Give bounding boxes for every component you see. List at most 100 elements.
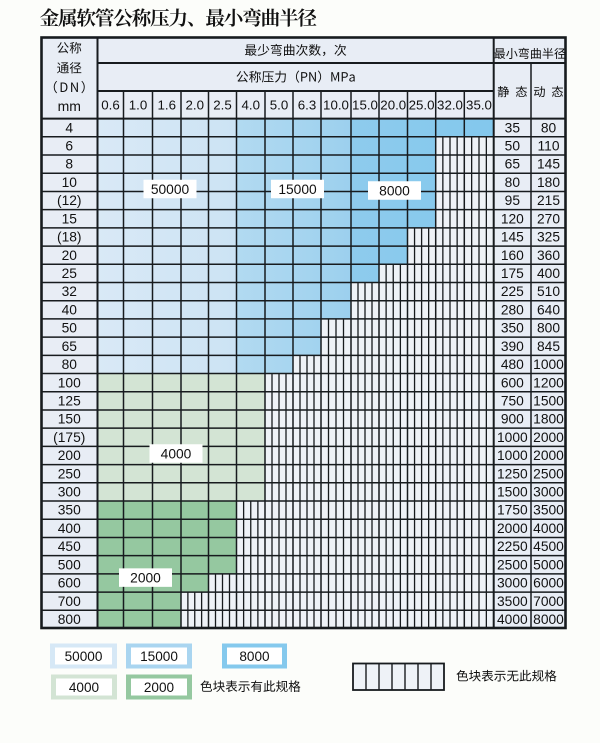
svg-text:800: 800 <box>537 321 560 336</box>
svg-text:700: 700 <box>58 594 81 609</box>
svg-text:450: 450 <box>58 539 81 554</box>
svg-text:15: 15 <box>62 211 78 226</box>
svg-text:80: 80 <box>505 175 521 190</box>
svg-text:145: 145 <box>501 230 524 245</box>
svg-text:110: 110 <box>538 139 560 154</box>
svg-text:750: 750 <box>501 393 524 408</box>
svg-text:2000: 2000 <box>144 680 175 695</box>
svg-text:2500: 2500 <box>533 466 564 481</box>
svg-text:1500: 1500 <box>497 485 528 500</box>
svg-text:400: 400 <box>58 521 81 536</box>
svg-text:200: 200 <box>58 448 81 463</box>
svg-text:3000: 3000 <box>497 576 528 591</box>
svg-text:2250: 2250 <box>497 539 528 554</box>
svg-text:2000: 2000 <box>533 430 564 445</box>
svg-text:900: 900 <box>501 412 524 427</box>
svg-text:10.0: 10.0 <box>323 98 349 113</box>
svg-text:8000: 8000 <box>239 649 270 664</box>
svg-text:180: 180 <box>537 175 560 190</box>
svg-text:1800: 1800 <box>533 412 564 427</box>
svg-text:640: 640 <box>537 302 560 317</box>
svg-text:4500: 4500 <box>533 539 564 554</box>
svg-text:1000: 1000 <box>497 448 528 463</box>
svg-text:6.3: 6.3 <box>298 98 317 113</box>
svg-text:6000: 6000 <box>533 576 564 591</box>
svg-text:8: 8 <box>65 157 73 172</box>
svg-text:145: 145 <box>537 157 560 172</box>
svg-text:40: 40 <box>62 302 78 317</box>
svg-text:100: 100 <box>58 375 81 390</box>
svg-text:8000: 8000 <box>533 612 564 627</box>
svg-text:250: 250 <box>58 466 81 481</box>
svg-text:160: 160 <box>501 248 524 263</box>
svg-text:350: 350 <box>58 503 81 518</box>
svg-text:(12): (12) <box>57 193 82 208</box>
svg-text:2.5: 2.5 <box>213 98 232 113</box>
svg-text:4.0: 4.0 <box>242 98 261 113</box>
svg-text:1200: 1200 <box>533 375 564 390</box>
svg-text:800: 800 <box>58 612 81 627</box>
svg-text:1250: 1250 <box>497 466 528 481</box>
svg-text:2500: 2500 <box>497 557 528 572</box>
svg-text:3500: 3500 <box>497 594 528 609</box>
svg-text:150: 150 <box>58 412 81 427</box>
svg-text:600: 600 <box>58 576 81 591</box>
svg-text:300: 300 <box>58 485 81 500</box>
svg-text:50000: 50000 <box>65 649 103 664</box>
svg-text:0.6: 0.6 <box>101 98 120 113</box>
svg-text:35: 35 <box>505 120 521 135</box>
svg-text:1.6: 1.6 <box>158 98 177 113</box>
svg-text:390: 390 <box>501 339 524 354</box>
svg-text:4000: 4000 <box>497 612 528 627</box>
svg-text:225: 225 <box>501 284 524 299</box>
svg-text:480: 480 <box>501 357 524 372</box>
svg-text:20: 20 <box>62 248 78 263</box>
svg-text:600: 600 <box>501 375 524 390</box>
svg-text:2000: 2000 <box>533 448 564 463</box>
svg-text:32.0: 32.0 <box>437 98 463 113</box>
svg-text:8000: 8000 <box>379 183 410 198</box>
svg-text:25: 25 <box>62 266 78 281</box>
svg-text:4000: 4000 <box>161 446 192 461</box>
svg-text:32: 32 <box>62 284 77 299</box>
svg-text:400: 400 <box>537 266 560 281</box>
svg-text:3000: 3000 <box>533 485 564 500</box>
svg-text:1.0: 1.0 <box>129 98 148 113</box>
svg-text:1500: 1500 <box>533 393 564 408</box>
svg-text:360: 360 <box>537 248 560 263</box>
svg-text:95: 95 <box>505 193 521 208</box>
svg-text:6: 6 <box>65 139 73 154</box>
svg-text:5.0: 5.0 <box>270 98 289 113</box>
svg-text:2000: 2000 <box>130 570 161 585</box>
svg-text:80: 80 <box>541 120 557 135</box>
svg-text:350: 350 <box>501 321 524 336</box>
svg-text:500: 500 <box>58 557 81 572</box>
svg-text:20.0: 20.0 <box>380 98 406 113</box>
svg-text:125: 125 <box>58 393 81 408</box>
svg-text:15000: 15000 <box>140 649 178 664</box>
svg-text:15000: 15000 <box>278 182 317 197</box>
svg-text:5000: 5000 <box>533 557 564 572</box>
svg-text:845: 845 <box>537 339 560 354</box>
svg-text:1750: 1750 <box>497 503 528 518</box>
svg-text:mm: mm <box>58 98 81 114</box>
svg-text:50000: 50000 <box>151 182 190 197</box>
svg-text:1000: 1000 <box>497 430 528 445</box>
svg-text:4000: 4000 <box>533 521 564 536</box>
svg-text:270: 270 <box>537 211 560 226</box>
svg-text:35.0: 35.0 <box>466 98 492 113</box>
svg-text:325: 325 <box>537 230 560 245</box>
svg-text:65: 65 <box>505 157 521 172</box>
svg-text:120: 120 <box>501 211 524 226</box>
svg-text:175: 175 <box>501 266 524 281</box>
svg-text:3500: 3500 <box>533 503 564 518</box>
svg-text:80: 80 <box>62 357 78 372</box>
svg-text:215: 215 <box>537 193 560 208</box>
svg-text:4000: 4000 <box>69 680 100 695</box>
svg-text:(175): (175) <box>53 430 85 445</box>
svg-text:280: 280 <box>501 302 524 317</box>
svg-text:25.0: 25.0 <box>409 98 435 113</box>
svg-text:4: 4 <box>65 120 73 135</box>
svg-text:1000: 1000 <box>533 357 564 372</box>
svg-text:7000: 7000 <box>533 594 564 609</box>
